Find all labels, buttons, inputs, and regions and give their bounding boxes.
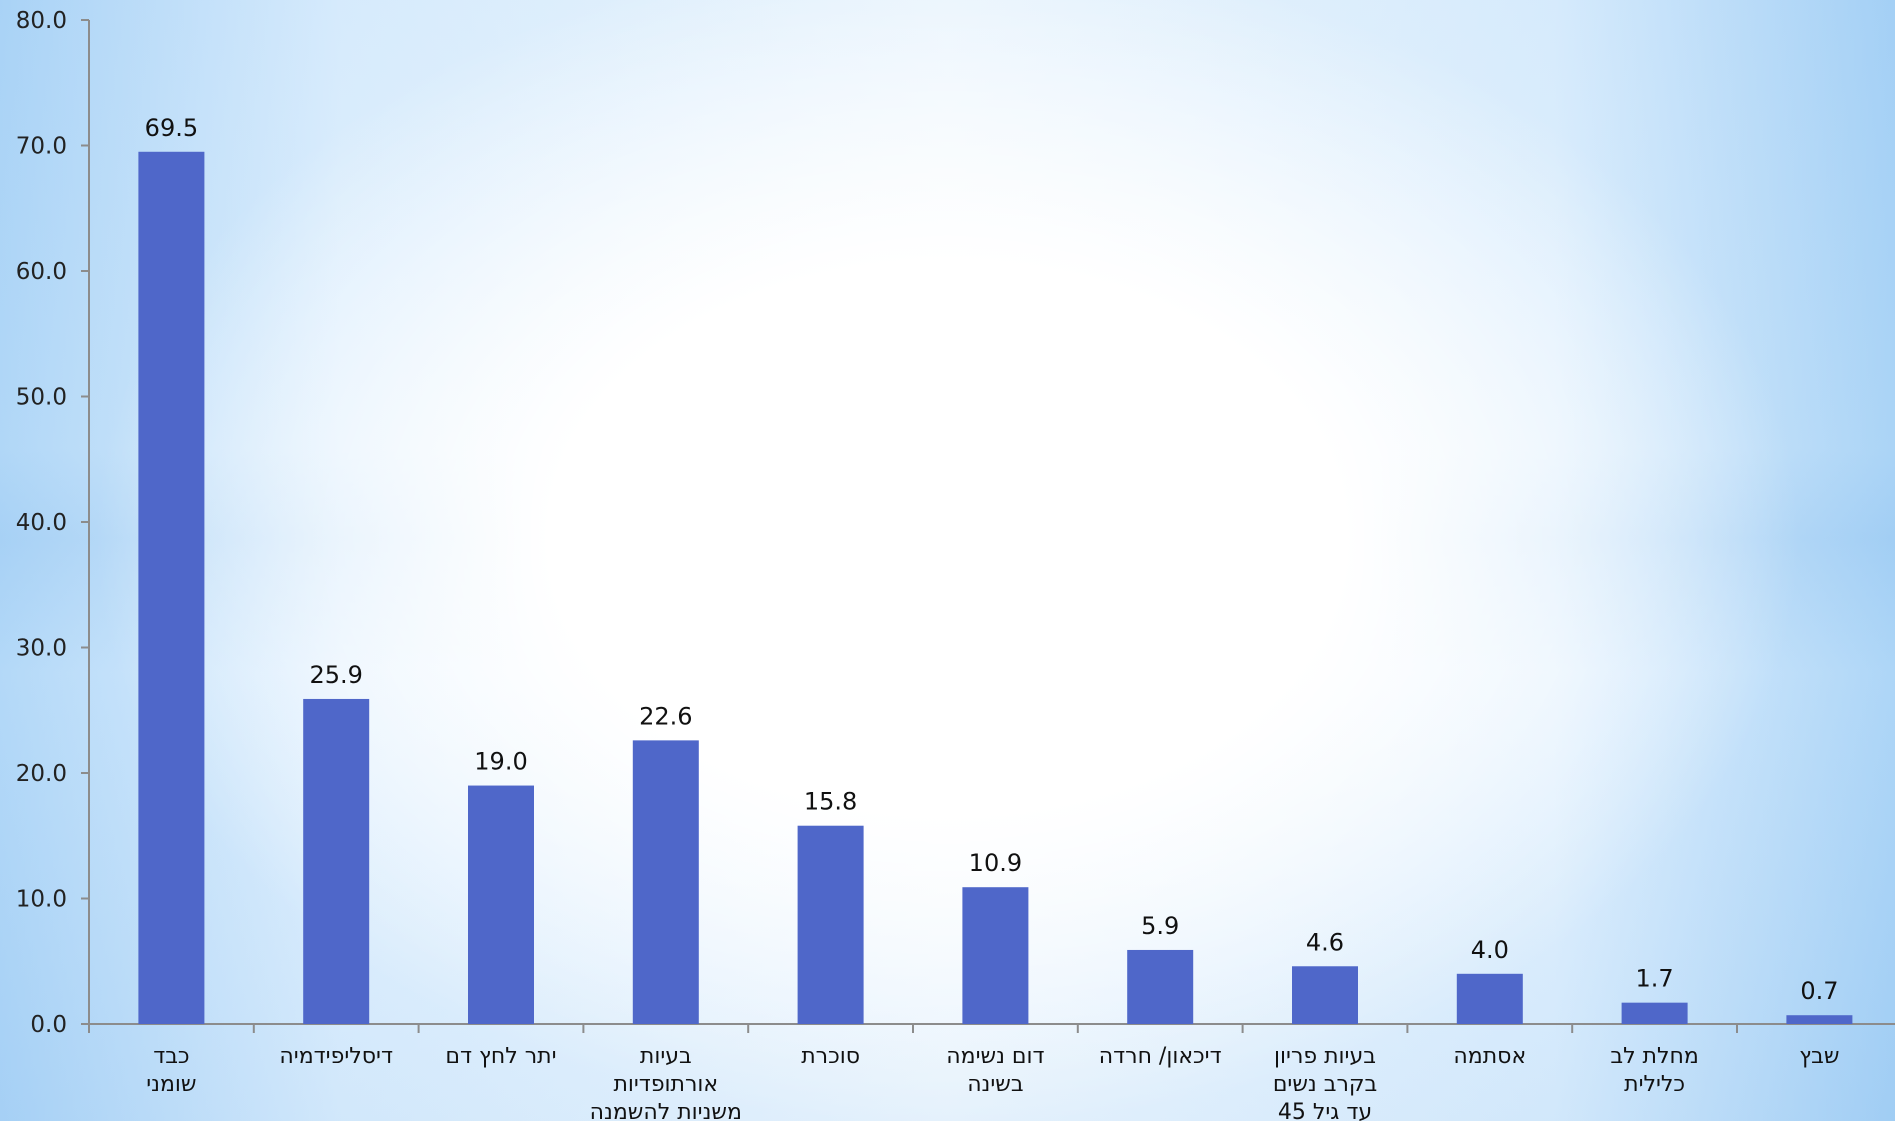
bar	[303, 698, 370, 1024]
y-tick-label: 0.0	[30, 1012, 67, 1038]
value-label: 0.7	[1800, 977, 1838, 1005]
value-label: 10.9	[969, 849, 1022, 877]
bar	[1786, 1015, 1853, 1024]
category-label-line: בשינה	[967, 1072, 1023, 1097]
value-label: 69.5	[145, 114, 198, 142]
value-label: 4.0	[1471, 936, 1509, 964]
value-label: 5.9	[1141, 912, 1179, 940]
category-label: דיסליפידמיה	[279, 1044, 393, 1069]
bar	[1621, 1002, 1688, 1024]
y-tick-label: 70.0	[16, 134, 67, 160]
category-label: בעיות פריון בקרב נשים עד גיל 45	[1273, 1044, 1377, 1121]
x-axis	[88, 1023, 1895, 1033]
category-label-line: עד גיל 45	[1278, 1100, 1372, 1121]
value-label: 15.8	[804, 788, 857, 816]
category-label-line: בעיות פריון	[1274, 1044, 1376, 1069]
category-label-line: דום נשימה	[946, 1044, 1044, 1069]
category-label-line: בקרב נשים	[1273, 1072, 1377, 1097]
category-label: כבד שומני	[146, 1044, 196, 1097]
category-label-line: שומני	[146, 1072, 196, 1097]
y-tick-label: 30.0	[16, 636, 67, 662]
bar	[138, 151, 205, 1024]
category-label-line: דיסליפידמיה	[279, 1044, 393, 1069]
y-tick-label: 50.0	[16, 385, 67, 411]
y-tick-label: 40.0	[16, 510, 67, 536]
value-labels: 69.5 25.9 19.0 22.6 15.8 10.9 5.9 4.6 4.0 1.7 0.7	[145, 114, 1839, 1005]
category-label-line: דיכאון/ חרדה	[1099, 1044, 1222, 1069]
bar	[468, 785, 534, 1024]
category-label-line: שבץ	[1799, 1044, 1839, 1069]
value-label: 22.6	[639, 702, 692, 730]
bars	[138, 151, 1853, 1024]
category-label: בעיות אורתופדיות משניות להשמנה	[590, 1044, 742, 1121]
category-label-line: כבד	[153, 1044, 189, 1069]
bar	[797, 825, 864, 1024]
category-label: יתר לחץ דם	[445, 1044, 556, 1069]
category-label-line: כלילית	[1624, 1072, 1685, 1097]
category-label-line: בעיות	[640, 1044, 692, 1069]
y-tick-label: 80.0	[16, 8, 67, 34]
bar	[1292, 966, 1358, 1024]
value-label: 4.6	[1306, 928, 1344, 956]
category-label: אסתמה	[1453, 1044, 1526, 1069]
y-tick-label: 60.0	[16, 259, 67, 285]
y-axis: 0.0 10.0 20.0 30.0 40.0 50.0 60.0 70.0 80.0	[16, 8, 90, 1038]
category-labels: כבד שומני דיסליפידמיה יתר לחץ דם בעיות אורתופ…	[146, 1044, 1839, 1121]
category-label: שבץ	[1799, 1044, 1839, 1069]
bar	[1456, 973, 1523, 1024]
bar	[1127, 949, 1194, 1024]
category-label-line: משניות להשמנה	[590, 1100, 742, 1121]
bar	[632, 740, 699, 1024]
category-label-line: יתר לחץ דם	[445, 1044, 556, 1069]
category-label-line: מחלת לב	[1610, 1044, 1699, 1069]
category-label: דום נשימה בשינה	[946, 1044, 1044, 1097]
y-tick-label: 20.0	[16, 761, 67, 787]
category-label-line: אסתמה	[1453, 1044, 1526, 1069]
y-tick-label: 10.0	[16, 887, 67, 913]
category-label: מחלת לב כלילית	[1610, 1044, 1699, 1097]
value-label: 1.7	[1636, 965, 1674, 993]
bar	[962, 887, 1029, 1024]
category-label: דיכאון/ חרדה	[1099, 1044, 1222, 1069]
category-label-line: סוכרת	[801, 1044, 860, 1069]
value-label: 25.9	[309, 661, 362, 689]
value-label: 19.0	[474, 748, 527, 776]
category-label-line: אורתופדיות	[613, 1072, 718, 1097]
category-label: סוכרת	[801, 1044, 860, 1069]
